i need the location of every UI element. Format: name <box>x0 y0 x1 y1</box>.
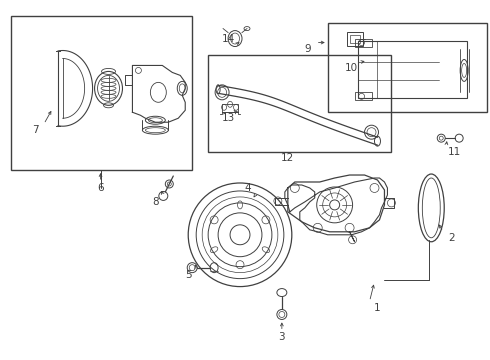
Text: 1: 1 <box>374 302 381 312</box>
Text: 12: 12 <box>281 153 294 163</box>
Bar <box>11 15 192 170</box>
Bar <box>349 35 360 42</box>
Text: 11: 11 <box>447 147 461 157</box>
Text: 6: 6 <box>97 183 104 193</box>
Text: 4: 4 <box>245 183 251 193</box>
Text: 14: 14 <box>221 33 235 44</box>
Text: 2: 2 <box>448 233 455 243</box>
Text: 8: 8 <box>152 197 159 207</box>
Text: 13: 13 <box>221 113 235 123</box>
Text: 5: 5 <box>185 270 192 280</box>
Text: 7: 7 <box>32 125 39 135</box>
Bar <box>208 55 392 152</box>
Bar <box>328 23 487 112</box>
Bar <box>355 39 371 46</box>
Text: 3: 3 <box>278 332 285 342</box>
Text: 10: 10 <box>345 63 358 73</box>
Bar <box>355 92 371 100</box>
Bar <box>346 32 363 45</box>
Text: 9: 9 <box>304 44 311 54</box>
Bar <box>358 41 467 98</box>
